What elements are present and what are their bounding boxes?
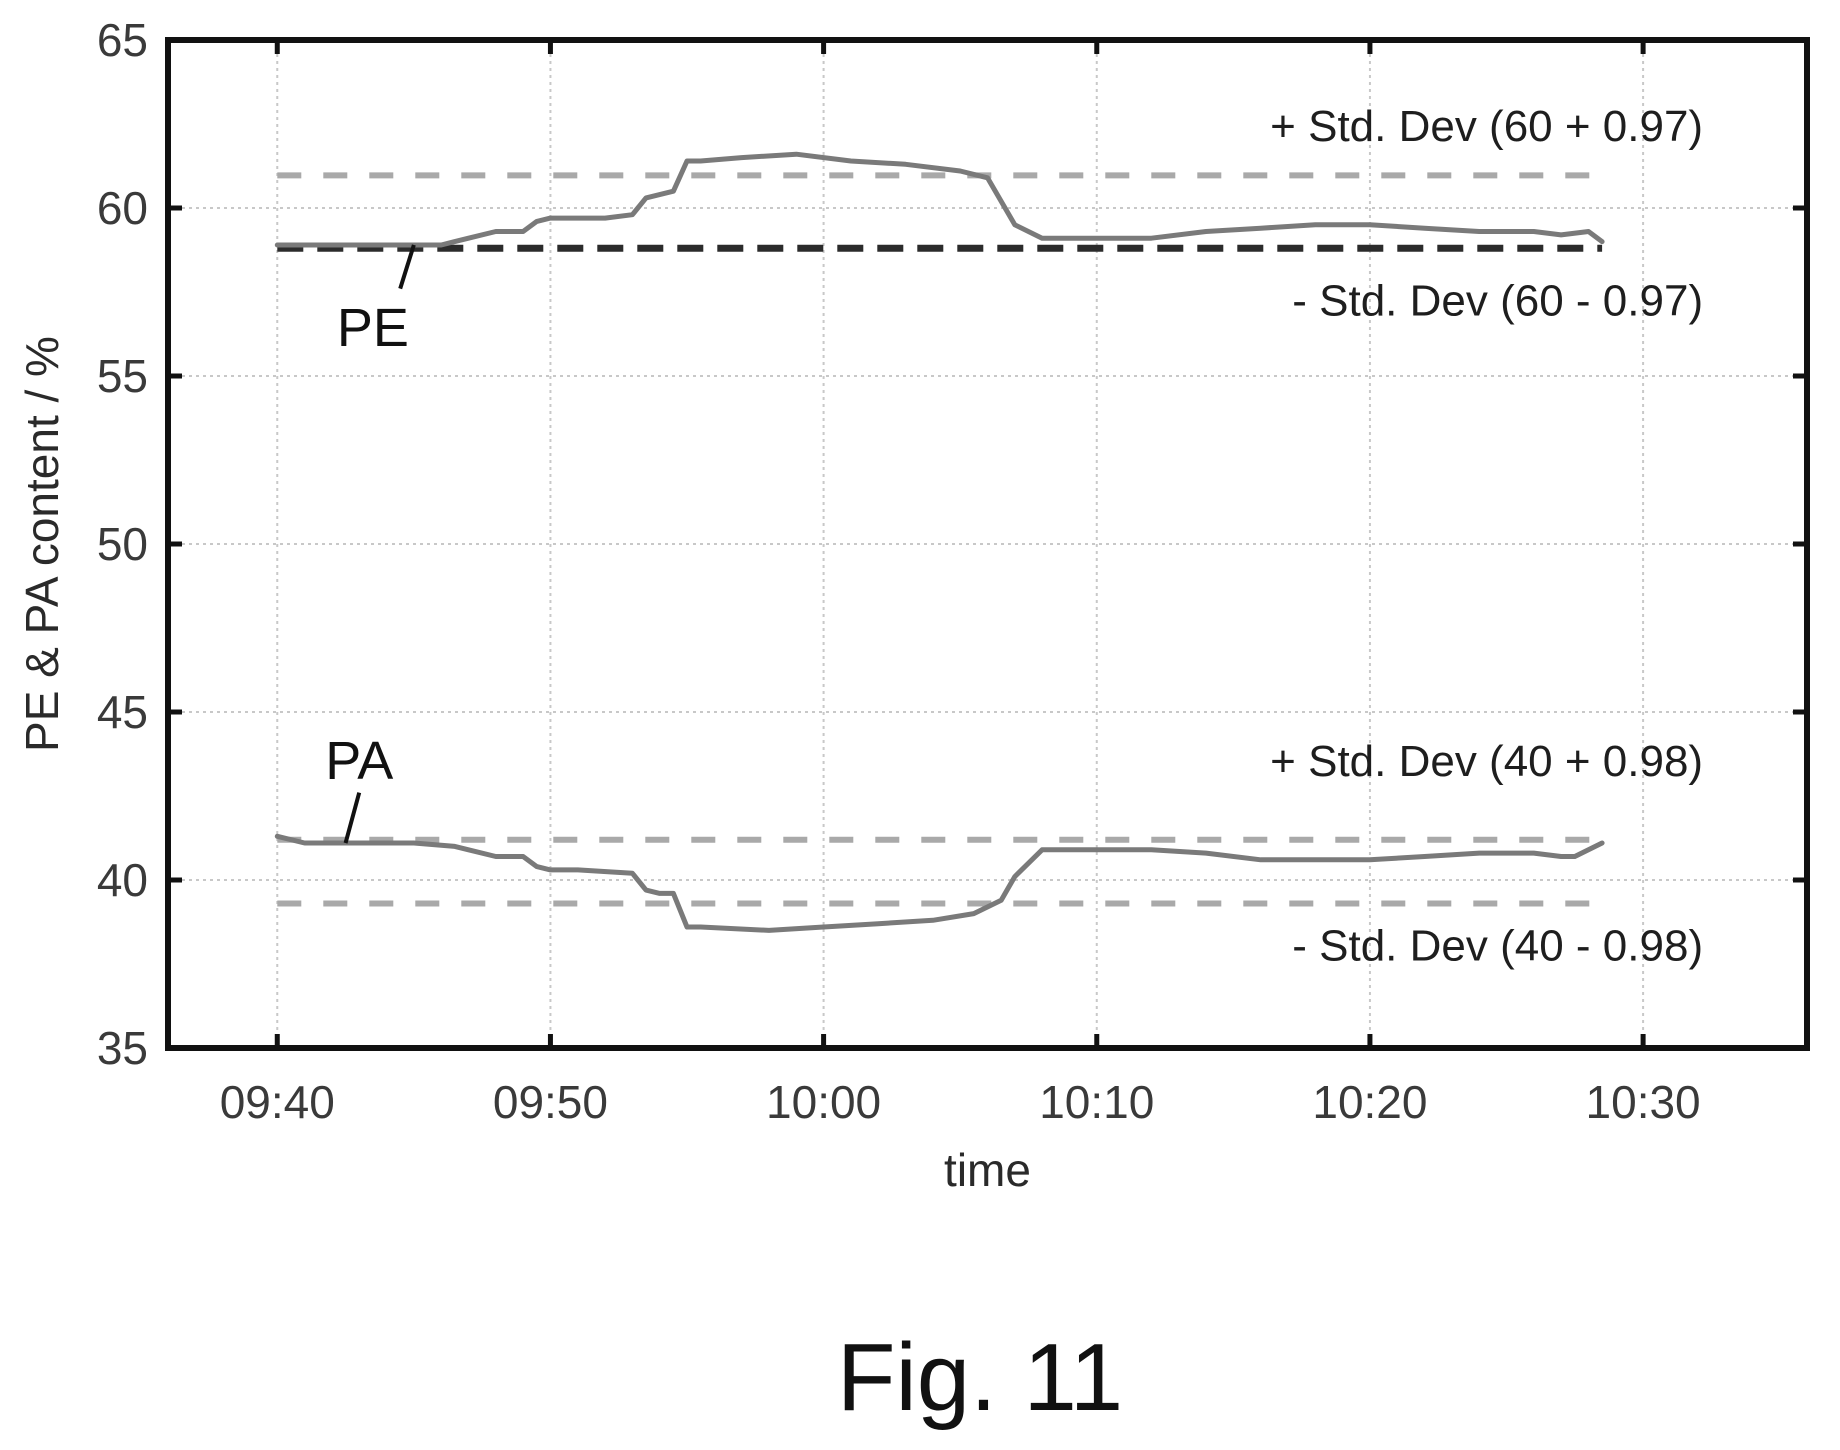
y-tick-label: 35 — [97, 1022, 148, 1074]
pe-leader-line — [398, 244, 416, 290]
x-axis-title: time — [944, 1144, 1031, 1196]
x-tick-label: 10:00 — [766, 1076, 881, 1128]
grid-layer — [168, 39, 1807, 1049]
series-label-pa: PA — [325, 731, 393, 791]
std-dev-annotation: + Std. Dev (60 + 0.97) — [1270, 102, 1703, 151]
tick-layer: 09:40 09:50 10:00 10:10 10:20 10:30 35 40 45 50 55… — [97, 14, 1807, 1128]
threshold-layer — [277, 172, 1603, 907]
x-tick-label: 10:20 — [1312, 1076, 1427, 1128]
series-line-pa — [274, 833, 1605, 933]
std-dev-annotation: - Std. Dev (40 - 0.98) — [1292, 922, 1703, 971]
y-tick-label: 60 — [97, 182, 148, 234]
series-label-pe: PE — [337, 298, 409, 358]
std-dev-annotation: + Std. Dev (40 + 0.98) — [1270, 737, 1703, 786]
x-tick-label: 09:50 — [493, 1076, 608, 1128]
series-line-pe — [274, 151, 1605, 248]
x-tick-label: 10:30 — [1586, 1076, 1701, 1128]
y-axis-title: PE & PA content / % — [16, 336, 68, 752]
y-tick-label: 50 — [97, 518, 148, 570]
pa-leader-line — [343, 792, 362, 844]
label-layer: + Std. Dev (60 + 0.97) - Std. Dev (60 - 0… — [325, 102, 1703, 971]
x-tick-label: 09:40 — [220, 1076, 335, 1128]
std-dev-annotation: - Std. Dev (60 - 0.97) — [1292, 277, 1703, 326]
y-tick-label: 65 — [97, 14, 148, 66]
series-layer — [274, 151, 1605, 933]
y-tick-label: 55 — [97, 350, 148, 402]
x-tick-label: 10:10 — [1039, 1076, 1154, 1128]
y-tick-label: 45 — [97, 686, 148, 738]
figure-caption: Fig. 11 — [837, 1324, 1123, 1431]
y-tick-label: 40 — [97, 854, 148, 906]
